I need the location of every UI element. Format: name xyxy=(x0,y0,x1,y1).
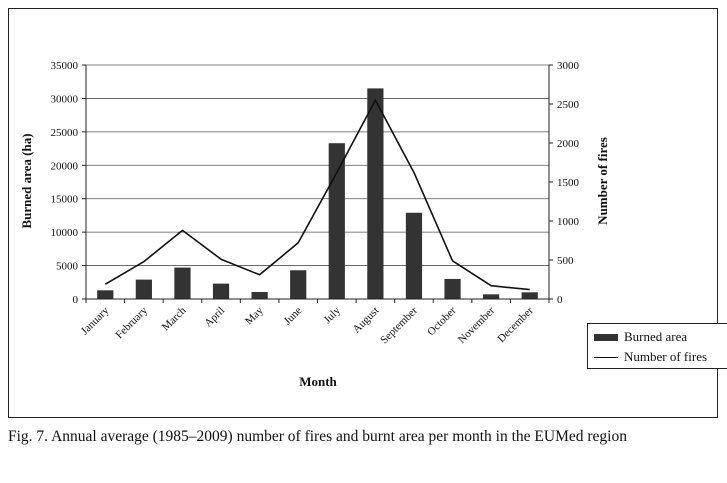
y2-tick-label: 2000 xyxy=(557,138,580,150)
bar xyxy=(135,279,152,299)
legend-swatch-bar xyxy=(594,333,618,341)
y-tick-label: 10000 xyxy=(51,227,79,239)
bar xyxy=(174,267,191,299)
y2-tick-label: 0 xyxy=(557,294,563,306)
legend-item-number-of-fires: Number of fires xyxy=(594,348,707,366)
x-tick-label: April xyxy=(202,305,227,330)
y-tick-label: 20000 xyxy=(51,160,79,172)
x-tick-label: October xyxy=(425,304,459,338)
legend-swatch-line xyxy=(594,356,618,358)
axes xyxy=(82,64,553,303)
x-tick-label: December xyxy=(495,304,536,345)
figure-caption: Fig. 7. Annual average (1985–2009) numbe… xyxy=(8,428,627,445)
bar xyxy=(97,290,114,299)
bar xyxy=(483,294,500,299)
x-tick-label: May xyxy=(243,304,266,327)
tick-labels: 0 5000 10000 15000 20000 25000 30000 35000 0 500 1… xyxy=(51,60,580,346)
bar xyxy=(405,212,423,299)
legend: Burned area Number of fires xyxy=(587,323,727,369)
gridlines xyxy=(86,64,549,266)
y2-tick-label: 1500 xyxy=(557,177,580,189)
x-tick-label: July xyxy=(321,304,343,326)
y2-tick-label: 1000 xyxy=(557,216,580,228)
fires-line xyxy=(104,99,530,291)
y-tick-label: 30000 xyxy=(51,93,79,105)
x-tick-label: June xyxy=(282,305,305,328)
y-axis-title: Burned area (ha) xyxy=(19,133,34,228)
y2-tick-label: 2500 xyxy=(557,99,580,111)
bar xyxy=(521,292,538,299)
x-axis-title: Month xyxy=(299,374,337,389)
y-tick-label: 25000 xyxy=(51,127,79,139)
y-tick-label: 15000 xyxy=(51,194,79,206)
x-tick-label: January xyxy=(79,304,112,337)
bar xyxy=(212,283,230,299)
x-tick-label: September xyxy=(378,304,420,346)
legend-label-burned-area: Burned area xyxy=(624,329,688,344)
bar xyxy=(290,270,307,299)
y2-tick-label: 500 xyxy=(557,255,574,267)
y-tick-label: 5000 xyxy=(56,261,79,273)
bar xyxy=(367,88,384,300)
bar xyxy=(328,143,345,299)
legend-item-burned-area: Burned area xyxy=(594,328,687,346)
legend-label-number-of-fires: Number of fires xyxy=(624,349,708,364)
bar xyxy=(444,278,461,299)
x-tick-label: August xyxy=(351,305,382,336)
x-tick-label: March xyxy=(160,304,189,333)
bar-series-burned-area xyxy=(97,88,538,300)
figure-frame: 0 5000 10000 15000 20000 25000 30000 35000 0 500 1… xyxy=(8,8,727,418)
y-tick-label: 35000 xyxy=(51,60,79,72)
chart: 0 5000 10000 15000 20000 25000 30000 35000 0 500 1… xyxy=(19,60,610,389)
y2-tick-label: 3000 xyxy=(557,60,580,72)
y-tick-label: 0 xyxy=(73,294,79,306)
x-tick-label: November xyxy=(456,304,498,346)
bar xyxy=(251,291,268,299)
line-series-number-of-fires xyxy=(104,99,530,291)
y2-axis-title: Number of fires xyxy=(595,137,610,225)
x-tick-label: February xyxy=(113,304,150,341)
